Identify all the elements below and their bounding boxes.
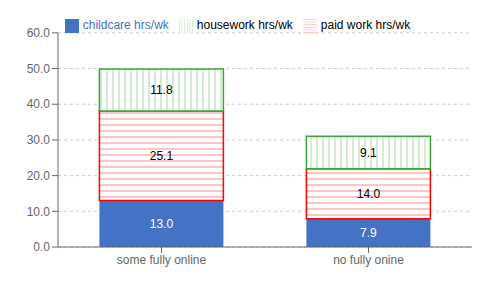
svg-text:40.0: 40.0 (27, 97, 51, 111)
html-text:childcare hrs/wk: childcare hrs/wk (82, 18, 169, 32)
svg-text:14.0: 14.0 (357, 187, 381, 201)
svg-text:no fully onine: no fully onine (333, 253, 404, 267)
svg-text:20.0: 20.0 (27, 169, 51, 183)
svg-text:11.8: 11.8 (150, 83, 173, 97)
svg-text:some fully online: some fully online (117, 253, 207, 267)
svg-text:60.0: 60.0 (27, 26, 51, 40)
svg-text:30.0: 30.0 (27, 133, 51, 147)
svg-text:50.0: 50.0 (27, 62, 51, 76)
svg-text:10.0: 10.0 (27, 205, 51, 219)
html-text:housework hrs/wk: housework hrs/wk (196, 18, 293, 32)
svg-text:7.9: 7.9 (360, 226, 377, 240)
html-text:paid work hrs/wk: paid work hrs/wk (320, 18, 411, 32)
svg-text:25.1: 25.1 (150, 149, 174, 163)
svg-text:0.0: 0.0 (33, 240, 50, 254)
svg-text:13.0: 13.0 (150, 217, 174, 231)
svg-text:9.1: 9.1 (360, 146, 377, 160)
